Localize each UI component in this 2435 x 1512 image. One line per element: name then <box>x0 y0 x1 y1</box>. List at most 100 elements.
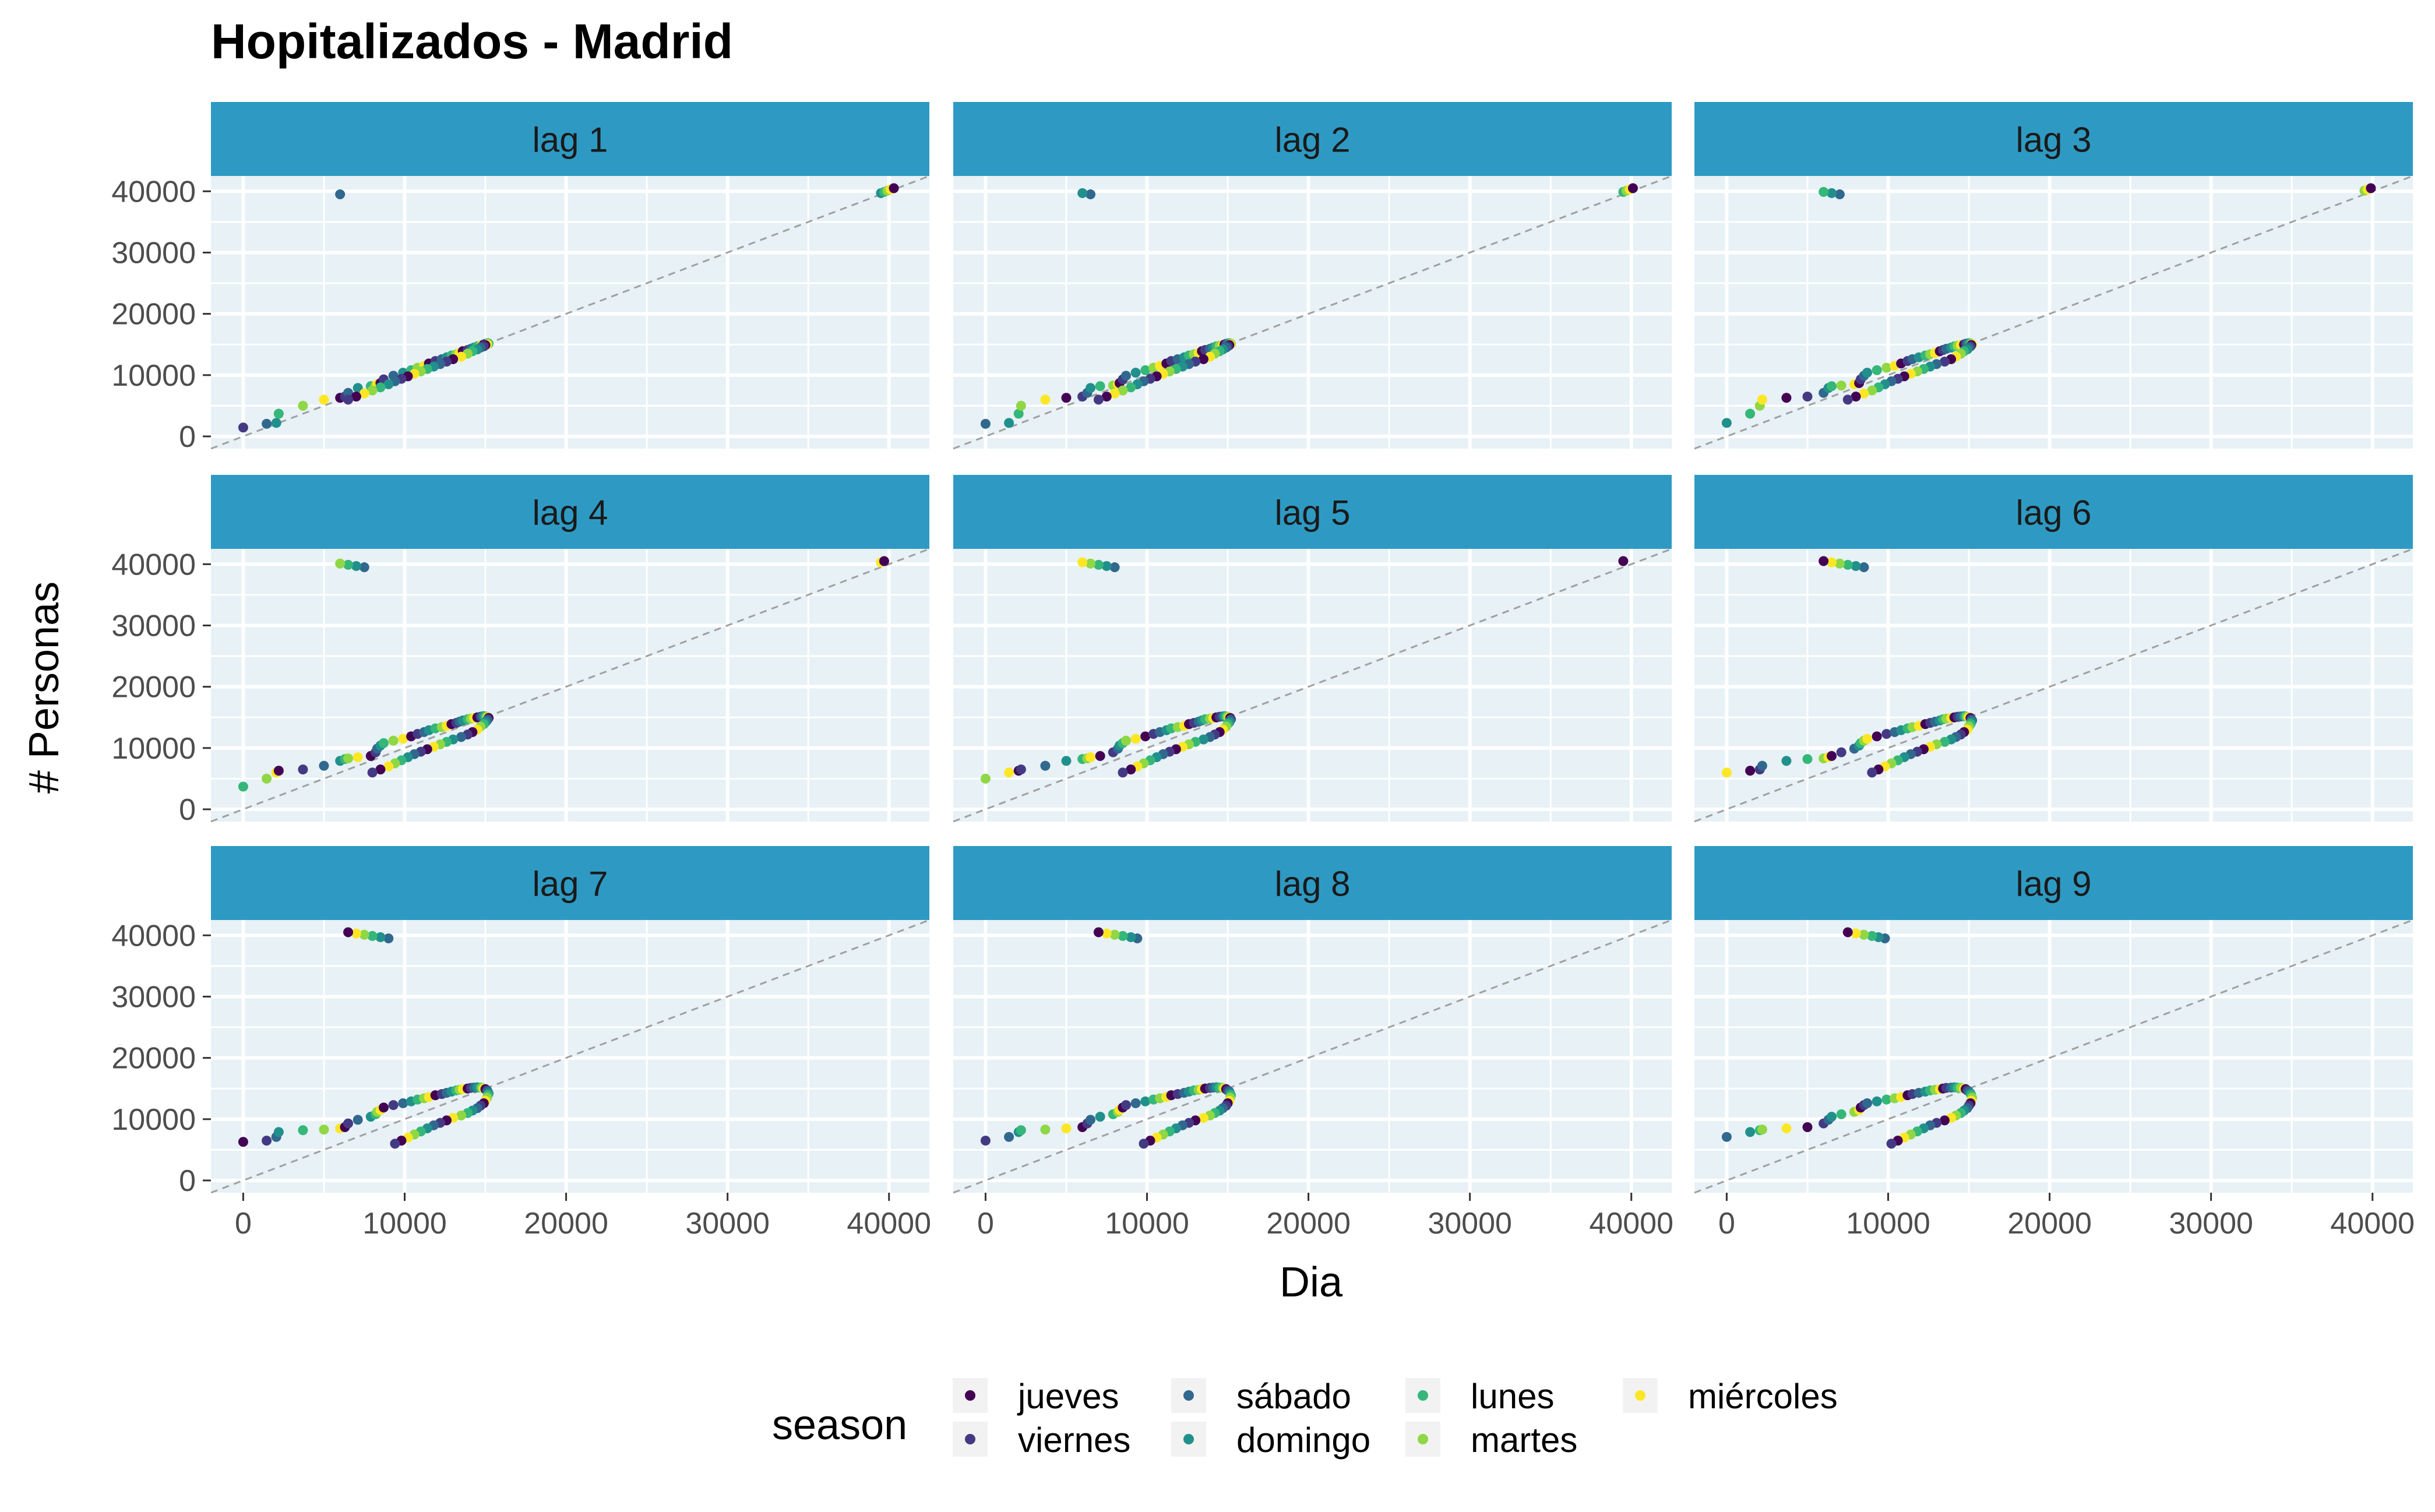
data-point <box>1819 186 1829 197</box>
y-tick-label: 0 <box>179 420 196 454</box>
y-tick-label: 30000 <box>111 980 196 1014</box>
y-tick-label: 40000 <box>111 548 196 581</box>
data-point <box>298 764 308 775</box>
facet-panel: lag 5 <box>953 475 1672 823</box>
facet-panels: lag 1 0 10000 20000 30000 40000 lag 2 lag 3 lag … <box>111 102 2415 1240</box>
data-point <box>980 418 991 429</box>
data-point <box>1198 734 1208 745</box>
data-point <box>1101 561 1112 571</box>
y-tick-label: 0 <box>179 793 196 827</box>
data-point <box>1851 392 1861 402</box>
facet-strip <box>211 102 929 176</box>
x-axis-label: Dia <box>1280 1259 1343 1306</box>
x-tick-label: 30000 <box>685 1207 770 1240</box>
data-point <box>1139 1139 1149 1149</box>
reference-line <box>210 175 930 450</box>
legend-title: season <box>772 1402 907 1448</box>
data-point <box>1842 559 1853 570</box>
reference-line <box>953 548 1672 823</box>
facet-strip-label: lag 9 <box>2015 865 2091 904</box>
data-point <box>273 408 284 419</box>
data-point <box>1093 927 1104 937</box>
data-point <box>273 766 284 776</box>
facet-strip-label: lag 6 <box>2015 494 2091 533</box>
data-point <box>1851 561 1861 571</box>
legend-entry-label: martes <box>1471 1421 1577 1460</box>
data-point <box>1126 382 1136 393</box>
legend-entry-label: miércoles <box>1688 1377 1838 1416</box>
data-point <box>1040 394 1051 405</box>
data-point <box>1618 556 1629 566</box>
facet-strip-label: lag 5 <box>1274 494 1350 533</box>
data-point <box>1757 760 1767 771</box>
data-point <box>1130 368 1141 378</box>
data-point <box>359 562 369 573</box>
data-point <box>1859 929 1869 940</box>
facet-strip-label: lag 4 <box>532 494 608 533</box>
data-point <box>335 558 346 569</box>
data-point <box>378 1102 389 1113</box>
data-point <box>398 734 408 744</box>
x-tick-label: 10000 <box>1846 1207 1930 1240</box>
data-point <box>1118 767 1128 778</box>
data-point <box>1819 556 1829 566</box>
data-point <box>1939 1115 1950 1126</box>
data-point <box>1095 750 1105 761</box>
facet-strip-label: lag 3 <box>2015 121 2091 160</box>
y-tick-label: 30000 <box>111 609 196 643</box>
reference-line <box>1694 548 2413 823</box>
legend-swatch <box>1418 1390 1428 1401</box>
data-point <box>1004 1132 1014 1142</box>
data-point <box>383 379 394 390</box>
data-point <box>367 931 378 941</box>
data-point <box>359 929 369 940</box>
data-point <box>351 928 361 939</box>
facet-panel: lag 4 0 10000 20000 30000 40000 <box>111 475 930 827</box>
data-point <box>1862 1098 1872 1108</box>
data-point <box>1120 735 1131 746</box>
data-point <box>262 773 272 784</box>
data-point <box>1842 394 1853 405</box>
data-point <box>1862 368 1872 378</box>
data-point <box>1004 767 1014 778</box>
data-point <box>456 1110 466 1120</box>
y-axis-label: # Personas <box>21 581 68 794</box>
data-point <box>1867 385 1877 396</box>
facet-strip <box>211 846 929 920</box>
data-point <box>1867 767 1877 778</box>
facet-strip-label: lag 1 <box>532 121 608 160</box>
data-point <box>1120 1100 1131 1111</box>
facet-strip-label: lag 8 <box>1274 865 1350 904</box>
facet-strip-label: lag 2 <box>1274 121 1350 160</box>
y-tick-label: 0 <box>179 1164 196 1198</box>
data-point <box>1140 731 1151 742</box>
y-tick-label: 20000 <box>111 298 196 332</box>
data-point <box>388 1100 399 1111</box>
data-point <box>1109 388 1120 399</box>
data-point <box>1939 736 1950 747</box>
data-point <box>456 351 466 362</box>
legend-entry-label: domingo <box>1236 1421 1370 1460</box>
facet-panel: lag 6 <box>1694 475 2413 823</box>
data-point <box>359 388 369 399</box>
data-point <box>1061 1123 1072 1134</box>
data-point <box>1118 385 1128 396</box>
data-point <box>351 392 361 402</box>
facet-panel: lag 9 0 10000 20000 30000 40000 <box>1694 846 2415 1240</box>
data-point <box>456 732 466 742</box>
data-point <box>1086 752 1096 763</box>
data-point <box>1859 562 1869 573</box>
data-point <box>319 760 329 771</box>
data-point <box>1061 756 1072 766</box>
data-point <box>1881 1094 1892 1105</box>
data-point <box>1130 1098 1141 1108</box>
data-point <box>383 933 394 944</box>
data-point <box>1939 357 1950 367</box>
legend-entry-label: viernes <box>1018 1421 1130 1460</box>
data-point <box>353 383 363 393</box>
y-tick-label: 20000 <box>111 1042 196 1076</box>
reference-line <box>1694 919 2413 1194</box>
data-point <box>1872 731 1882 742</box>
data-point <box>1872 365 1882 375</box>
facet-strip-label: lag 7 <box>532 865 608 904</box>
